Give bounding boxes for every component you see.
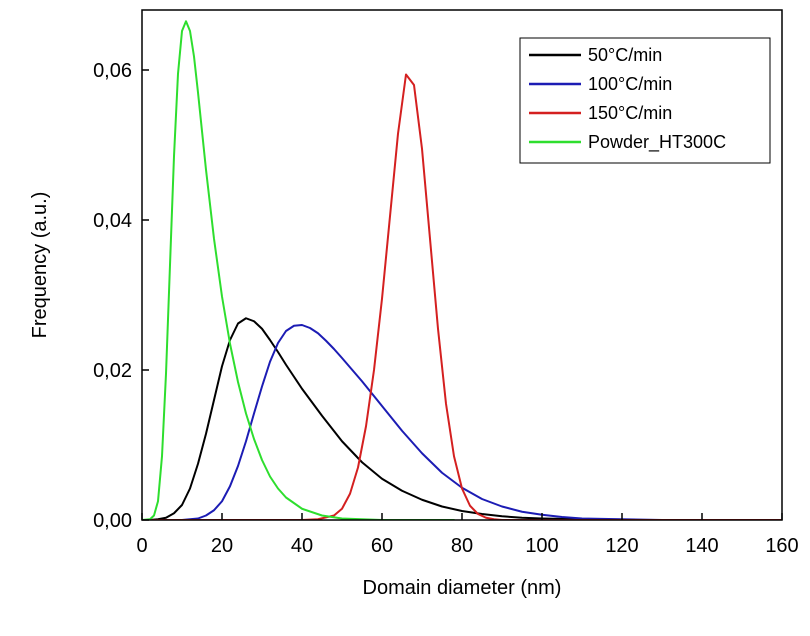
series-line-50-c-min: [142, 317, 663, 520]
y-tick-label: 0,02: [93, 360, 132, 382]
legend-entry-powder-ht300c: Powder_HT300C: [588, 132, 726, 153]
legend: 50°C/min 100°C/min 150°C/min Powder_HT300C: [519, 37, 771, 164]
legend-entry-50-c-min: 50°C/min: [588, 45, 662, 65]
x-axis-label: Domain diameter (nm): [363, 577, 562, 599]
x-tick-label: 120: [605, 535, 638, 557]
x-tick-label: 20: [211, 535, 233, 557]
y-axis-label: Frequency (a.u.): [29, 192, 51, 339]
series-line-150-c-min: [142, 73, 782, 520]
legend-entry-150-c-min: 150°C/min: [588, 103, 672, 123]
x-tick-label: 80: [451, 535, 473, 557]
series-line-100-c-min: [142, 324, 663, 520]
y-tick-label: 0,00: [93, 510, 132, 532]
x-tick-label: 40: [291, 535, 313, 557]
x-tick-label: 60: [371, 535, 393, 557]
series-line-powder-ht300c: [142, 20, 455, 520]
y-tick-label: 0,06: [93, 60, 132, 82]
x-tick-label: 160: [765, 535, 798, 557]
x-tick-label: 140: [685, 535, 718, 557]
y-tick-label: 0,04: [93, 210, 132, 232]
x-tick-label: 0: [136, 535, 147, 557]
legend-entry-100-c-min: 100°C/min: [588, 74, 672, 94]
x-tick-label: 100: [525, 535, 558, 557]
